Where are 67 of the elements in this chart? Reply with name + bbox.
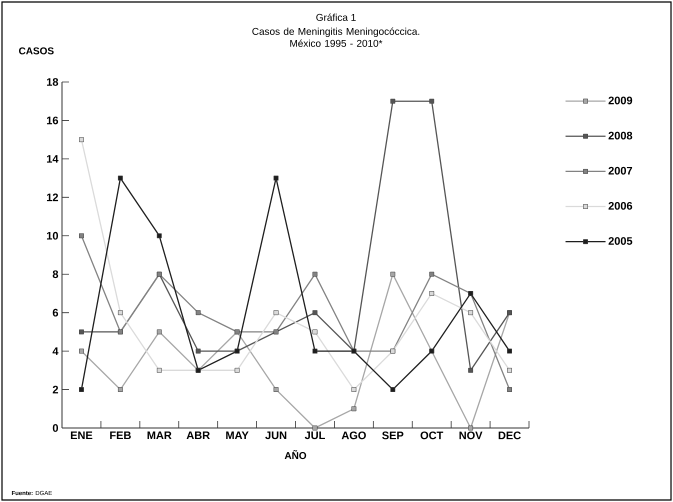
point bbox=[429, 290, 434, 296]
y-tick-label: 4 bbox=[52, 347, 58, 355]
x-tick-label: JUL bbox=[304, 432, 325, 440]
legend-label: 2008 bbox=[608, 132, 632, 140]
x-tick-label: DEC bbox=[498, 432, 521, 440]
legend-label: 2006 bbox=[608, 202, 632, 210]
point bbox=[312, 310, 318, 316]
point bbox=[507, 368, 512, 373]
y-tick-label: 16 bbox=[46, 116, 58, 124]
point bbox=[196, 348, 201, 354]
point bbox=[274, 310, 278, 316]
point bbox=[351, 406, 356, 412]
x-tick-label: SEP bbox=[382, 432, 404, 440]
point bbox=[196, 310, 201, 316]
point bbox=[79, 348, 84, 354]
point bbox=[79, 137, 84, 142]
point bbox=[312, 348, 318, 354]
point bbox=[390, 387, 396, 392]
point bbox=[79, 329, 84, 334]
point bbox=[507, 387, 512, 392]
point bbox=[429, 272, 434, 277]
point bbox=[507, 348, 512, 354]
y-tick-label: 0 bbox=[52, 424, 58, 432]
point bbox=[79, 387, 84, 392]
y-tick-label: 18 bbox=[46, 78, 58, 86]
x-tick-label: ABR bbox=[186, 432, 210, 440]
x-tick-label: FEB bbox=[110, 432, 131, 440]
x-tick-label: OCT bbox=[420, 432, 444, 440]
x-axis-title: AÑO bbox=[284, 450, 306, 460]
y-tick-label: 8 bbox=[52, 270, 58, 278]
point bbox=[118, 310, 123, 316]
y-axis-title: CASOS bbox=[19, 47, 54, 54]
x-tick-label: MAY bbox=[226, 432, 249, 440]
y-tick-label: 14 bbox=[46, 155, 58, 163]
legend-label: 2007 bbox=[608, 166, 632, 175]
point bbox=[468, 310, 474, 316]
point bbox=[156, 329, 162, 334]
y-tick-label: 10 bbox=[46, 232, 58, 240]
point bbox=[468, 368, 474, 373]
point bbox=[429, 98, 434, 104]
point bbox=[390, 98, 396, 104]
point bbox=[274, 176, 278, 181]
point bbox=[156, 233, 162, 238]
chart-subtitle: Casos de Meningitis Meningocóccica. México 1995 - 2010* bbox=[252, 28, 420, 47]
legend-label: 2009 bbox=[608, 96, 632, 104]
point bbox=[468, 426, 474, 430]
point bbox=[79, 233, 84, 238]
legend-label: 2005 bbox=[608, 237, 632, 245]
x-tick-label: JUN bbox=[265, 432, 286, 440]
point bbox=[312, 272, 318, 277]
point bbox=[312, 426, 318, 430]
x-tick-label: ENE bbox=[70, 432, 92, 440]
point bbox=[156, 368, 162, 373]
x-tick-label: MAR bbox=[148, 432, 172, 440]
point bbox=[234, 368, 240, 373]
y-tick-label: 6 bbox=[52, 308, 58, 317]
chart-title: Gráfica 1 bbox=[316, 14, 356, 21]
point bbox=[118, 176, 123, 181]
y-tick-label: 2 bbox=[52, 386, 58, 394]
point bbox=[390, 272, 396, 277]
point bbox=[351, 387, 356, 392]
y-tick-label: 12 bbox=[46, 194, 58, 202]
point bbox=[274, 387, 278, 392]
point bbox=[312, 329, 318, 334]
x-tick-label: AGO bbox=[342, 432, 366, 440]
x-tick-label: NOV bbox=[459, 432, 482, 440]
point bbox=[118, 387, 123, 392]
